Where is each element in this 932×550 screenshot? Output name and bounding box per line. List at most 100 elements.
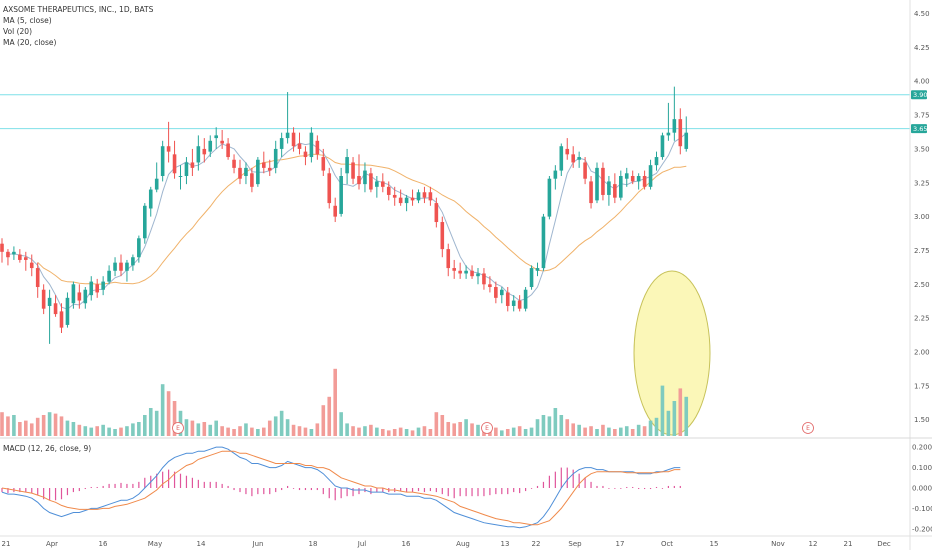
candle-body [166, 146, 171, 152]
candle [339, 167, 343, 217]
histogram-bar [584, 477, 586, 488]
candle-body [202, 148, 207, 155]
volume-bar [297, 426, 302, 436]
earnings-event-icon[interactable]: E [481, 422, 493, 434]
histogram-bar [465, 488, 467, 497]
candle [642, 170, 647, 190]
volume-bar [238, 426, 242, 436]
candle-body [684, 132, 689, 149]
volume-bar [262, 427, 266, 436]
candle [279, 132, 284, 158]
volume-bar [428, 429, 433, 436]
candle [529, 265, 534, 290]
volume-bar [398, 427, 403, 436]
candle [196, 135, 201, 171]
candle-body [422, 192, 427, 198]
price-tag-lower: 3.65 [911, 124, 927, 134]
volume-bar [494, 427, 498, 436]
histogram-bar [346, 488, 348, 497]
volume-bar [642, 426, 647, 436]
candle-body [29, 262, 34, 269]
candle-body [77, 292, 82, 301]
candle [309, 127, 314, 163]
volume-bar [410, 430, 415, 436]
candle [589, 176, 593, 209]
candle-body [410, 197, 415, 201]
candle-body [452, 268, 456, 271]
earnings-event-icon[interactable]: E [802, 422, 814, 434]
price-axis[interactable]: 4.50 4.25 4.00 3.75 3.50 3.25 3.00 2.75 2.50 2.25… [914, 10, 930, 424]
price-tick-label: 4.50 [914, 10, 930, 18]
candle [535, 262, 540, 277]
candle [386, 181, 391, 201]
price-tick-label: 1.75 [914, 382, 930, 390]
indicator-volume-label[interactable]: Vol (20) [3, 27, 33, 36]
candle-body [327, 173, 332, 204]
candle-body [208, 140, 213, 152]
volume-bar [404, 429, 409, 436]
svg-text:E: E [485, 425, 489, 432]
candle-body [256, 159, 260, 185]
time-tick-label: Apr [46, 540, 58, 548]
volume-bar [607, 427, 611, 436]
candle-body [24, 257, 28, 260]
candle [119, 254, 123, 277]
volume-bar [345, 423, 349, 436]
candle [53, 295, 58, 317]
macd-line [1, 446, 681, 529]
candle [6, 249, 10, 266]
candle-body [607, 181, 611, 195]
histogram-bar [596, 485, 598, 488]
candle-body [232, 159, 236, 168]
candle [18, 249, 22, 263]
chart-title[interactable]: AXSOME THERAPEUTICS, INC., 1D, BATS [3, 5, 154, 14]
volume-bar [267, 420, 272, 436]
candle [648, 159, 653, 190]
histogram-bar [66, 488, 69, 496]
price-tag-upper: 3.90 [911, 90, 927, 100]
macd-legend[interactable]: MACD (12, 26, close, 9) [3, 444, 92, 453]
histogram-bar [221, 483, 223, 488]
volume-bar [440, 415, 445, 436]
indicator-ma5-label[interactable]: MA (5, close) [3, 16, 52, 25]
highlight-ellipse [633, 270, 711, 436]
candle-body [273, 148, 278, 168]
time-axis[interactable]: 21 Apr 16 May 14 Jun 18 Jul 16 Aug 13 22 Sep 17 Oct 15 N… [2, 540, 891, 548]
volume-bar [369, 424, 373, 436]
histogram-bar [608, 488, 610, 489]
volume-bar [660, 385, 665, 436]
candle-body [53, 303, 58, 315]
candle-body [666, 132, 671, 136]
histogram-bar [590, 481, 592, 488]
candle [565, 138, 570, 160]
volume-bar [166, 391, 171, 436]
histogram-bar [649, 488, 652, 490]
time-tick-label: 21 [2, 540, 11, 548]
svg-text:E: E [806, 425, 810, 432]
earnings-event-icon[interactable]: E [172, 422, 184, 434]
candle-body [547, 178, 552, 217]
candle [494, 281, 498, 304]
indicator-ma20-label[interactable]: MA (20, close) [3, 38, 57, 47]
histogram-bar [316, 488, 318, 491]
candle [244, 162, 248, 185]
candle-body [89, 281, 94, 296]
candle-body [404, 197, 409, 204]
histogram-bar [554, 471, 556, 488]
candle-body [589, 181, 593, 204]
candle-body [119, 262, 123, 271]
candle [357, 154, 361, 190]
candle-body [595, 167, 599, 201]
volume-bar [672, 401, 677, 436]
candle-body [131, 257, 135, 266]
candle [464, 265, 468, 279]
histogram-bar [423, 488, 426, 493]
histogram-bar [411, 488, 414, 493]
candle-body [244, 167, 248, 176]
candle-body [101, 281, 105, 290]
candle [137, 235, 141, 263]
candle-body [143, 205, 147, 239]
candle [630, 170, 635, 185]
